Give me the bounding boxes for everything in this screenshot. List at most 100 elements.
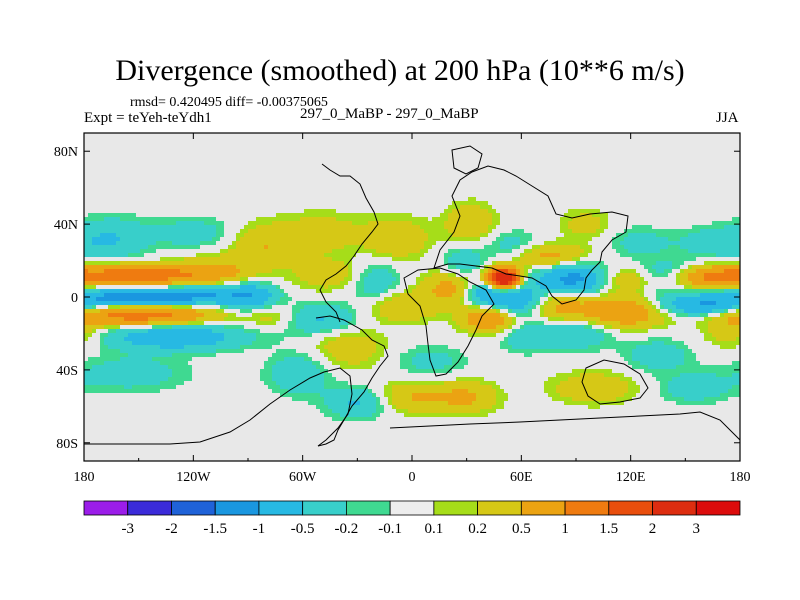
field-cell (628, 389, 640, 393)
field-cell (228, 305, 264, 309)
field-cell (264, 381, 276, 385)
field-cell (592, 269, 604, 273)
field-cell (252, 341, 280, 345)
field-cell (552, 297, 644, 301)
field-cell (596, 273, 604, 277)
field-cell (240, 269, 272, 273)
field-cell (508, 341, 600, 345)
field-cell (632, 365, 648, 369)
field-cell (324, 345, 376, 349)
field-cell (396, 409, 408, 413)
field-cell (276, 213, 412, 217)
colorbar-label: 2 (649, 521, 657, 537)
field-cell (476, 397, 496, 401)
field-cell (724, 309, 728, 313)
field-cell (392, 257, 420, 261)
field-cell (640, 281, 648, 285)
field-cell (224, 325, 244, 329)
field-cell (104, 217, 120, 221)
field-cell (644, 265, 652, 269)
field-cell (640, 261, 656, 265)
field-cell (404, 289, 412, 293)
field-cell (732, 385, 740, 389)
field-cell (648, 313, 660, 317)
field-cell (564, 401, 624, 405)
field-cell (444, 221, 492, 225)
field-cell (84, 381, 160, 385)
colorbar-label: -1 (253, 521, 266, 537)
field-cell (140, 249, 156, 253)
field-cell (540, 269, 552, 273)
field-cell (512, 309, 528, 313)
field-cell (628, 385, 640, 389)
field-cell (608, 289, 616, 293)
experiment-label: Expt = teYeh-teYdh1 (84, 110, 212, 126)
colorbar-label: 1 (561, 521, 569, 537)
field-cell (512, 277, 516, 281)
field-cell (492, 281, 496, 285)
field-cell (296, 321, 348, 325)
field-cell (516, 277, 520, 281)
field-cell (84, 265, 236, 269)
field-cell (220, 249, 228, 253)
field-cell (548, 317, 564, 321)
colorbar-swatch (695, 500, 741, 516)
field-cell (628, 233, 656, 237)
field-cell (316, 345, 324, 349)
field-cell (632, 353, 684, 357)
field-cell (640, 277, 644, 281)
field-cell (280, 297, 292, 301)
field-cell (580, 373, 604, 377)
field-cell (204, 313, 228, 317)
field-cell (132, 341, 216, 345)
field-cell (340, 413, 372, 417)
field-cell (244, 329, 260, 333)
field-cell (556, 265, 600, 269)
field-cell (476, 301, 488, 305)
field-cell (536, 301, 540, 305)
field-cell (108, 345, 160, 349)
field-cell (716, 253, 740, 257)
field-cell (452, 361, 468, 365)
field-cell (476, 393, 496, 397)
field-cell (508, 309, 512, 313)
field-cell (276, 361, 312, 365)
field-cell (716, 301, 740, 305)
field-cell (420, 249, 428, 253)
field-cell (84, 221, 140, 225)
field-cell (468, 305, 480, 309)
field-cell (720, 345, 736, 349)
field-cell (616, 249, 628, 253)
colorbar-swatch (608, 500, 653, 516)
field-cell (568, 209, 600, 213)
field-cell (508, 305, 524, 309)
field-cell (540, 245, 580, 249)
colorbar-label: -1.5 (203, 521, 227, 537)
field-cell (392, 393, 412, 397)
field-cell (684, 397, 704, 401)
field-cell (84, 241, 92, 245)
field-cell (432, 289, 456, 293)
field-cell (100, 345, 108, 349)
field-cell (292, 281, 308, 285)
field-cell (336, 357, 368, 361)
field-cell (588, 405, 600, 409)
field-cell (540, 313, 544, 317)
field-cell (596, 289, 600, 293)
field-cell (452, 233, 480, 237)
field-cell (84, 337, 88, 341)
field-cell (456, 285, 464, 289)
field-cell (92, 237, 120, 241)
field-cell (172, 353, 216, 357)
field-cell (236, 233, 244, 237)
field-cell (124, 337, 224, 341)
field-cell (500, 289, 508, 293)
field-cell (148, 245, 200, 249)
field-cell (636, 289, 644, 293)
field-cell (264, 361, 276, 365)
field-cell (672, 377, 740, 381)
field-cell (400, 365, 416, 369)
chart-title: Divergence (smoothed) at 200 hPa (10**6 … (115, 54, 685, 87)
field-cell (360, 277, 364, 281)
field-cell (468, 389, 496, 393)
